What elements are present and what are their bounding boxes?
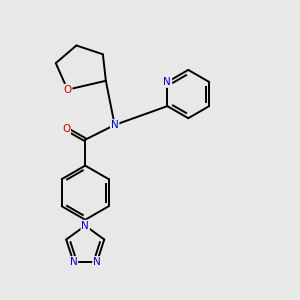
Text: N: N (70, 257, 77, 267)
Text: O: O (62, 124, 70, 134)
Text: N: N (164, 77, 171, 87)
Text: N: N (111, 120, 119, 130)
Text: N: N (81, 221, 89, 231)
Text: N: N (93, 257, 101, 267)
Text: O: O (63, 85, 72, 94)
